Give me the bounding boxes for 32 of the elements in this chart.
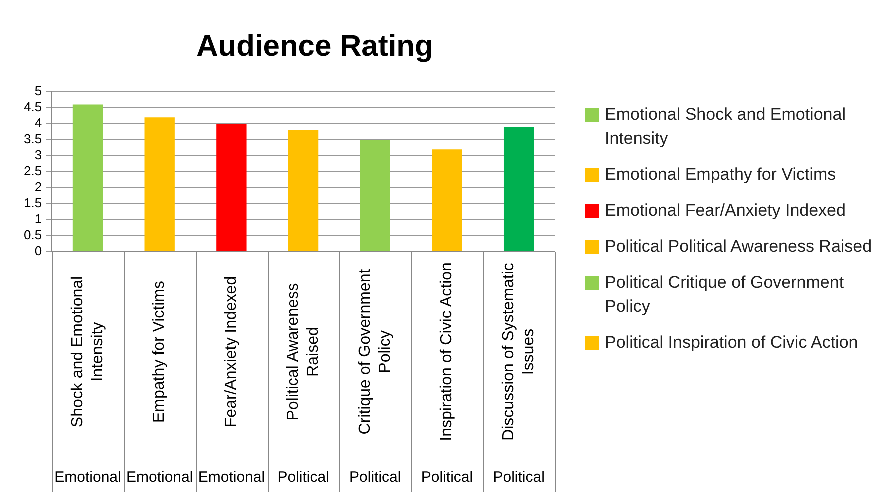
text: Emotional [54,469,122,486]
y-tick-label: 4 [34,116,42,131]
chart-title: Audience Rating [196,30,434,64]
text: Political [493,469,545,486]
text: Political [421,469,474,486]
y-tick-label: 5 [34,84,42,99]
text: Political [278,469,330,486]
legend-label: Political Political Awareness Raised [605,236,872,258]
x-tick-label: Discussion of Systematic Issues [500,263,538,441]
y-tick-label: 3 [34,148,42,163]
x-tick-label: Inspiration of Civic Action [438,262,456,442]
text: Political [350,469,402,486]
y-tick-label: 1.5 [24,196,42,211]
y-tick-label: 4.5 [24,100,42,115]
y-tick-label: 0.5 [24,228,42,243]
y-tick-label: 0 [34,244,42,259]
legend-label: Political Inspiration of Civic Action [605,332,858,354]
legend-label: Political Critique of Government Policy [605,272,846,318]
x-tick-label: Critique of Government Policy [356,268,394,435]
y-tick-label: 1 [34,212,42,227]
y-tick-label: 3.5 [24,132,42,147]
x-tick-label: Political Awareness Raised [284,283,322,421]
legend-label: Emotional Fear/Anxiety Indexed [605,200,846,222]
y-tick-label: 2 [34,180,42,195]
y-tick-label: 2.5 [24,164,42,179]
x-tick-label: Fear/Anxiety Indexed [223,276,240,428]
legend-label: Emotional Shock and Emotional Intensity [605,104,847,150]
x-tick-label: Empathy for Victims [151,281,168,423]
x-tick-label: Shock and Emotional Intensity [69,276,106,428]
legend-label: Emotional Empathy for Victims [605,164,836,186]
text: Emotional [198,469,266,486]
text: Emotional [126,469,194,486]
